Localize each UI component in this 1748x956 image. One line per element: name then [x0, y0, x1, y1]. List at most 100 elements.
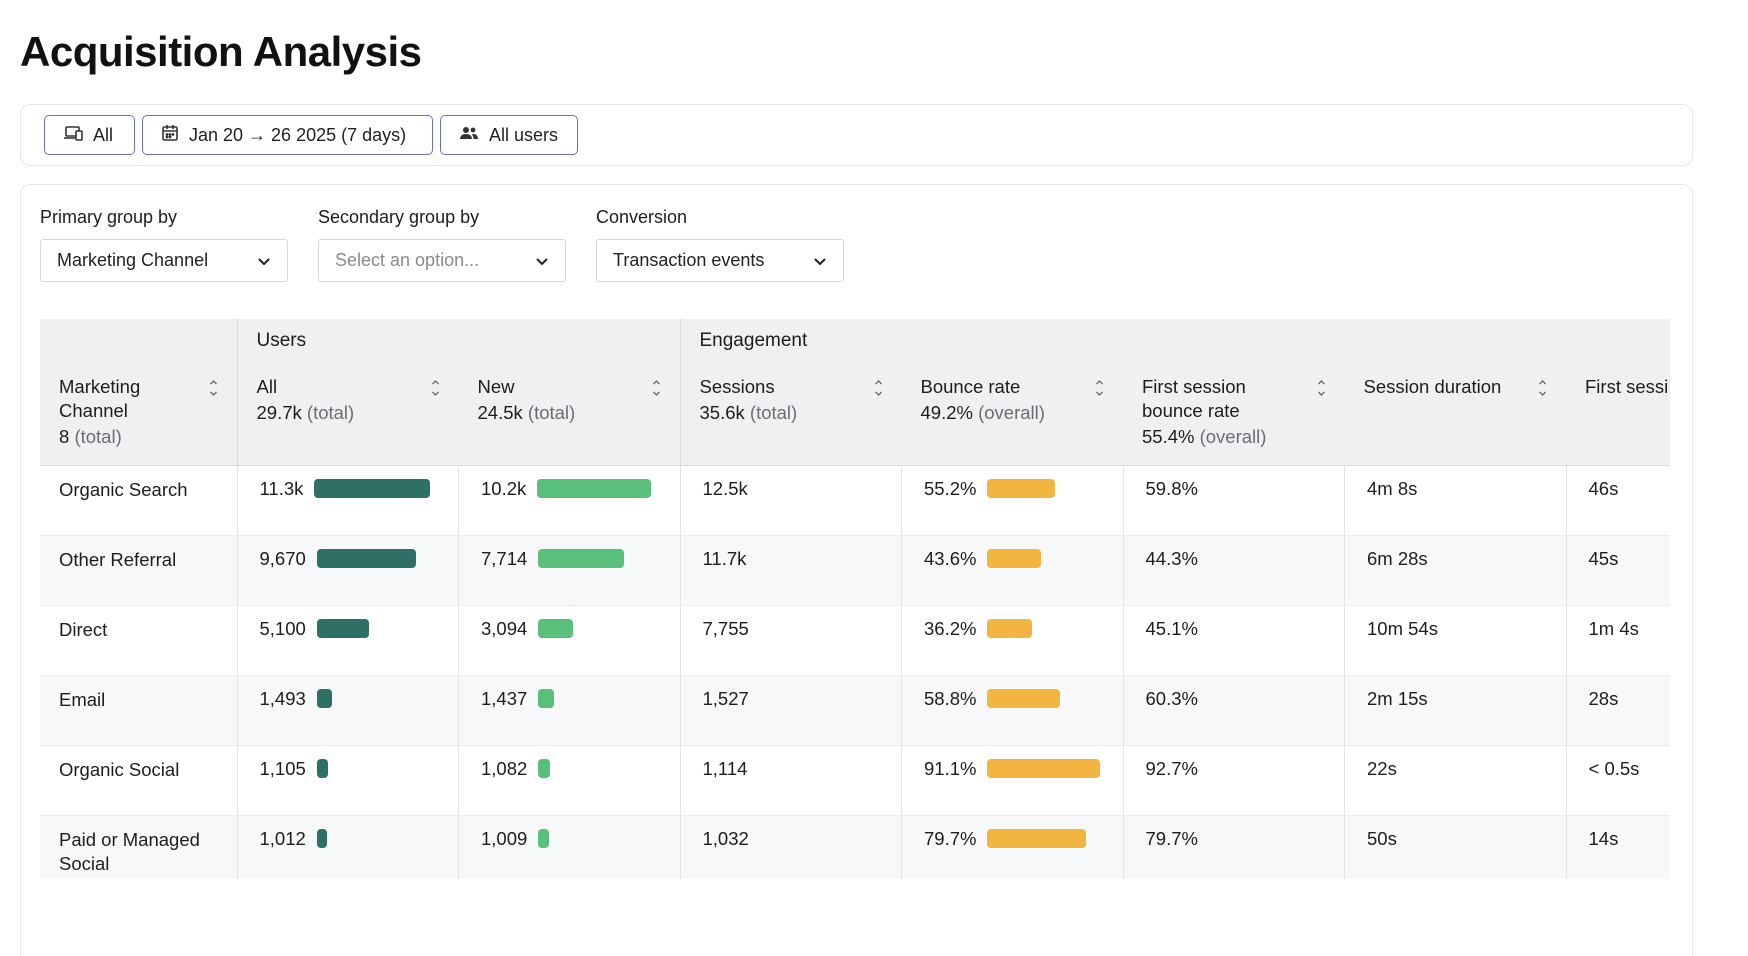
table-row[interactable]: Organic Social 1,105 1,082 1,114 91.1% 92.7% 2…	[40, 745, 1670, 816]
cell-new-users-bar	[538, 619, 574, 638]
cell-new-users-value: 10.2k	[481, 477, 527, 499]
cell-new-users-value: 3,094	[481, 617, 528, 639]
user-segment-button[interactable]: All users	[440, 115, 578, 155]
cell-all-users-value: 1,493	[259, 687, 306, 709]
table-row[interactable]: Other Referral 9,670 7,714 11.7k 43.6% 44.3% 6…	[40, 535, 1670, 606]
cell-session-duration-value: 2m 15s	[1367, 687, 1428, 709]
cell-all-users-bar	[316, 689, 332, 708]
cell-bounce-rate: 55.2%	[901, 465, 1123, 536]
device-filter-button[interactable]: All	[44, 115, 135, 155]
cell-first-session-value: 46s	[1588, 477, 1619, 499]
cell-channel-value: Paid or Managed Social	[59, 828, 200, 874]
cell-all-users-bar	[314, 479, 431, 498]
sort-icon[interactable]	[1095, 378, 1104, 398]
cell-new-users-value: 1,437	[481, 687, 528, 709]
column-name: Session duration	[1363, 376, 1502, 397]
column-header-first-session[interactable]: First sessi	[1566, 364, 1670, 466]
column-name: Marketing Channel	[59, 376, 141, 421]
column-total-suffix: (total)	[74, 426, 122, 447]
sort-icon[interactable]	[209, 378, 218, 398]
column-header-channel[interactable]: Marketing Channel 8 (total)	[40, 364, 237, 466]
column-header-bounce-rate[interactable]: Bounce rate 49.2% (overall)	[901, 364, 1123, 466]
cell-first-session: 28s	[1565, 675, 1670, 746]
cell-session-duration-value: 50s	[1367, 827, 1397, 849]
cell-first-session: 14s	[1565, 815, 1670, 879]
cell-sessions: 7,755	[679, 605, 902, 676]
column-name: Bounce rate	[920, 376, 1021, 397]
cell-first-session-bounce: 59.8%	[1122, 465, 1345, 536]
cell-new-users: 1,437	[458, 675, 680, 746]
cell-bounce-rate-value: 43.6%	[924, 547, 977, 569]
cell-first-session-value: 45s	[1588, 547, 1619, 569]
user-segment-label: All users	[489, 124, 559, 145]
table-row[interactable]: Email 1,493 1,437 1,527 58.8% 60.3% 2m 15s 28s	[40, 675, 1670, 746]
cell-sessions-value: 7,755	[702, 617, 749, 639]
cell-bounce-rate: 91.1%	[901, 745, 1123, 816]
group-header-users: Users	[236, 319, 680, 364]
cell-first-session: < 0.5s	[1565, 745, 1670, 816]
date-range-label: Jan 20 → 26 2025 (7 days)	[189, 124, 407, 145]
date-range-button[interactable]: Jan 20 → 26 2025 (7 days)	[142, 115, 433, 155]
cell-bounce-rate-bar	[987, 759, 1101, 778]
cell-all-users-value: 1,012	[259, 827, 306, 849]
cell-first-session-bounce: 45.1%	[1122, 605, 1345, 676]
cell-all-users: 1,105	[236, 745, 459, 816]
cell-channel-value: Other Referral	[59, 548, 177, 570]
group-header-engagement: Engagement	[679, 319, 1670, 364]
secondary-group-select[interactable]: Select an option...	[318, 239, 566, 282]
primary-group-value: Marketing Channel	[57, 250, 209, 270]
cell-new-users: 7,714	[458, 535, 680, 606]
cell-session-duration-value: 10m 54s	[1367, 617, 1438, 639]
cell-bounce-rate: 79.7%	[901, 815, 1123, 879]
column-total: 35.6k	[699, 402, 745, 423]
sort-icon[interactable]	[652, 378, 661, 398]
cell-session-duration-value: 22s	[1367, 757, 1397, 779]
cell-all-users: 1,012	[236, 815, 459, 879]
cell-first-session-value: 14s	[1588, 827, 1619, 849]
cell-new-users-bar	[538, 829, 550, 848]
cell-all-users-bar	[316, 549, 416, 568]
sort-icon[interactable]	[1538, 378, 1547, 398]
acquisition-table[interactable]: Users Engagement Marketing Channel 8 (to…	[40, 319, 1670, 879]
column-total-suffix: (total)	[749, 402, 798, 423]
column-header-sessions[interactable]: Sessions 35.6k (total)	[679, 364, 902, 466]
cell-bounce-rate: 43.6%	[901, 535, 1123, 606]
cell-bounce-rate-bar	[987, 549, 1042, 568]
table-row[interactable]: Organic Search 11.3k 10.2k 12.5k 55.2% 59.8% 4…	[40, 465, 1670, 536]
cell-all-users: 11.3k	[236, 465, 459, 536]
cell-sessions-value: 1,032	[702, 827, 749, 849]
cell-sessions-value: 12.5k	[702, 477, 748, 499]
table-row[interactable]: Direct 5,100 3,094 7,755 36.2% 45.1% 10m 54s 1m…	[40, 605, 1670, 676]
column-header-session-duration[interactable]: Session duration	[1344, 364, 1566, 466]
sort-icon[interactable]	[1317, 378, 1326, 398]
primary-group-select[interactable]: Marketing Channel	[40, 239, 288, 282]
cell-sessions: 1,032	[679, 815, 902, 879]
cell-channel: Organic Search	[40, 465, 237, 536]
cell-first-session: 1m 4s	[1565, 605, 1670, 676]
secondary-group-placeholder: Select an option...	[335, 250, 480, 270]
cell-all-users: 5,100	[236, 605, 459, 676]
filter-bar: All Jan 20 → 26 2025 (7 days) All users	[20, 104, 1693, 166]
cell-first-session-bounce-value: 59.8%	[1145, 477, 1198, 499]
column-header-all-users[interactable]: All 29.7k (total)	[236, 364, 459, 466]
cell-channel: Other Referral	[40, 535, 237, 606]
sort-icon[interactable]	[874, 378, 883, 398]
conversion-select[interactable]: Transaction events	[596, 239, 844, 282]
cell-all-users-value: 1,105	[259, 757, 306, 779]
column-header-new-users[interactable]: New 24.5k (total)	[458, 364, 680, 466]
column-total-suffix: (total)	[306, 402, 355, 423]
sort-icon[interactable]	[431, 378, 440, 398]
table-row[interactable]: Paid or Managed Social 1,012 1,009 1,032 79.…	[40, 815, 1670, 879]
column-total: 29.7k	[256, 402, 302, 423]
cell-bounce-rate-bar	[987, 829, 1087, 848]
column-name: Sessions	[699, 376, 775, 397]
device-filter-label: All	[93, 124, 114, 145]
cell-new-users-bar	[538, 689, 555, 708]
column-header-first-session-bounce[interactable]: First session bounce rate 55.4% (overall…	[1123, 364, 1345, 466]
cell-session-duration: 22s	[1344, 745, 1566, 816]
column-name: New	[477, 376, 515, 397]
cell-sessions-value: 1,527	[702, 687, 749, 709]
column-total: 24.5k	[477, 402, 523, 423]
cell-all-users-bar	[316, 829, 327, 848]
column-total: 55.4%	[1142, 426, 1195, 447]
